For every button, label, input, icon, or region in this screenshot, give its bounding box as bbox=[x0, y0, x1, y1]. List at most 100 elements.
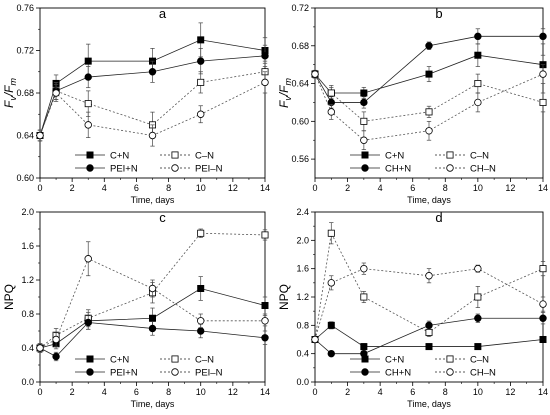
legend-label: C–N bbox=[195, 355, 214, 366]
y-tick-label: 0.4 bbox=[296, 349, 309, 359]
data-point bbox=[327, 349, 335, 358]
legend-marker bbox=[446, 355, 454, 363]
y-tick-label: 0.60 bbox=[16, 173, 34, 183]
data-point bbox=[425, 108, 433, 116]
chart-panel-a: 0 2 4 6 8 10 12 14 0.60 0.64 0.68 0.72 0.76 Time, day… bbox=[2, 3, 270, 205]
x-tick-label: 6 bbox=[410, 387, 415, 397]
legend-marker bbox=[446, 368, 454, 376]
data-point bbox=[327, 108, 335, 116]
series-2 bbox=[36, 315, 269, 362]
data-point bbox=[261, 78, 269, 87]
x-tick-label: 8 bbox=[166, 387, 171, 397]
y-tick-label: 0.64 bbox=[291, 79, 309, 89]
data-point bbox=[327, 279, 335, 287]
x-tick-label: 2 bbox=[70, 183, 75, 193]
chart-panel-d: 0 2 4 6 8 10 12 14 0.0 0.4 0.8 1.2 1.6 2.0 2.4 Time, da… bbox=[277, 207, 548, 409]
data-point bbox=[261, 334, 269, 342]
data-point bbox=[360, 343, 368, 351]
series-0 bbox=[311, 43, 547, 100]
data-point bbox=[148, 314, 156, 322]
data-point bbox=[197, 229, 205, 237]
series-3 bbox=[311, 262, 547, 344]
data-point bbox=[425, 127, 433, 135]
y-tick-label: 2.4 bbox=[296, 207, 309, 217]
data-point bbox=[327, 89, 335, 97]
legend-marker bbox=[446, 151, 454, 159]
data-point bbox=[539, 314, 547, 322]
y-tick-label: 1.2 bbox=[296, 292, 309, 302]
data-point bbox=[52, 335, 60, 344]
legend-marker bbox=[361, 355, 369, 363]
data-point bbox=[474, 51, 482, 59]
data-point bbox=[148, 284, 157, 293]
series-line bbox=[39, 258, 265, 349]
legend-marker bbox=[171, 355, 179, 363]
x-tick-label: 6 bbox=[410, 183, 415, 193]
data-point bbox=[539, 335, 547, 343]
panel-label: a bbox=[159, 6, 167, 21]
x-tick-label: 2 bbox=[345, 183, 350, 193]
x-tick-label: 10 bbox=[473, 183, 483, 193]
y-axis-label: NPQ bbox=[2, 284, 16, 310]
panel-label: d bbox=[435, 210, 442, 225]
data-point bbox=[360, 117, 368, 125]
data-point bbox=[197, 36, 205, 44]
y-tick-label: 0.56 bbox=[291, 154, 309, 164]
data-point bbox=[84, 121, 92, 129]
y-tick-label: 0.68 bbox=[291, 41, 309, 51]
x-tick-label: 14 bbox=[260, 387, 270, 397]
data-point bbox=[474, 314, 482, 322]
x-tick-label: 8 bbox=[443, 387, 448, 397]
data-point bbox=[148, 68, 157, 76]
data-point bbox=[311, 70, 319, 78]
data-point bbox=[360, 264, 368, 273]
x-tick-label: 0 bbox=[312, 183, 317, 193]
x-tick-label: 8 bbox=[443, 183, 448, 193]
x-tick-label: 6 bbox=[134, 183, 139, 193]
legend-label: CH+N bbox=[385, 164, 411, 175]
data-point bbox=[327, 229, 335, 237]
data-point bbox=[425, 321, 433, 330]
x-tick-label: 8 bbox=[166, 183, 171, 193]
series-3 bbox=[36, 241, 269, 353]
legend-label: C–N bbox=[470, 355, 489, 366]
legend-label: C+N bbox=[110, 151, 129, 162]
data-point bbox=[474, 264, 482, 273]
legend-label: CH–N bbox=[470, 368, 496, 379]
series-3 bbox=[311, 64, 547, 151]
legend-label: PEI–N bbox=[195, 164, 223, 175]
data-point bbox=[425, 70, 433, 78]
x-tick-label: 2 bbox=[345, 387, 350, 397]
x-tick-label: 12 bbox=[228, 387, 238, 397]
data-point bbox=[474, 80, 482, 88]
x-tick-label: 2 bbox=[70, 387, 75, 397]
panel-label: b bbox=[435, 6, 442, 21]
y-tick-label: 0.8 bbox=[21, 309, 34, 319]
data-point bbox=[311, 335, 319, 344]
data-point bbox=[84, 318, 92, 327]
y-tick-label: 0.68 bbox=[16, 88, 34, 98]
x-tick-label: 4 bbox=[378, 387, 383, 397]
data-point bbox=[261, 317, 269, 325]
y-tick-label: 2.0 bbox=[21, 207, 34, 217]
x-tick-label: 4 bbox=[102, 387, 107, 397]
data-point bbox=[360, 136, 368, 144]
y-tick-label: 0.0 bbox=[21, 377, 34, 387]
x-tick-label: 0 bbox=[37, 387, 42, 397]
data-point bbox=[197, 78, 205, 86]
data-point bbox=[197, 57, 205, 65]
y-axis-label: NPQ bbox=[277, 284, 291, 310]
legend-marker bbox=[171, 368, 179, 376]
data-point bbox=[474, 343, 482, 351]
y-tick-label: 2.0 bbox=[296, 235, 309, 245]
x-tick-label: 14 bbox=[538, 183, 548, 193]
legend-marker bbox=[86, 355, 94, 363]
x-tick-label: 14 bbox=[538, 387, 548, 397]
data-point bbox=[84, 100, 92, 108]
x-tick-label: 14 bbox=[260, 183, 270, 193]
x-tick-label: 10 bbox=[473, 387, 483, 397]
y-tick-label: 0.64 bbox=[16, 131, 34, 141]
data-point bbox=[84, 57, 92, 65]
legend-marker bbox=[361, 151, 369, 159]
